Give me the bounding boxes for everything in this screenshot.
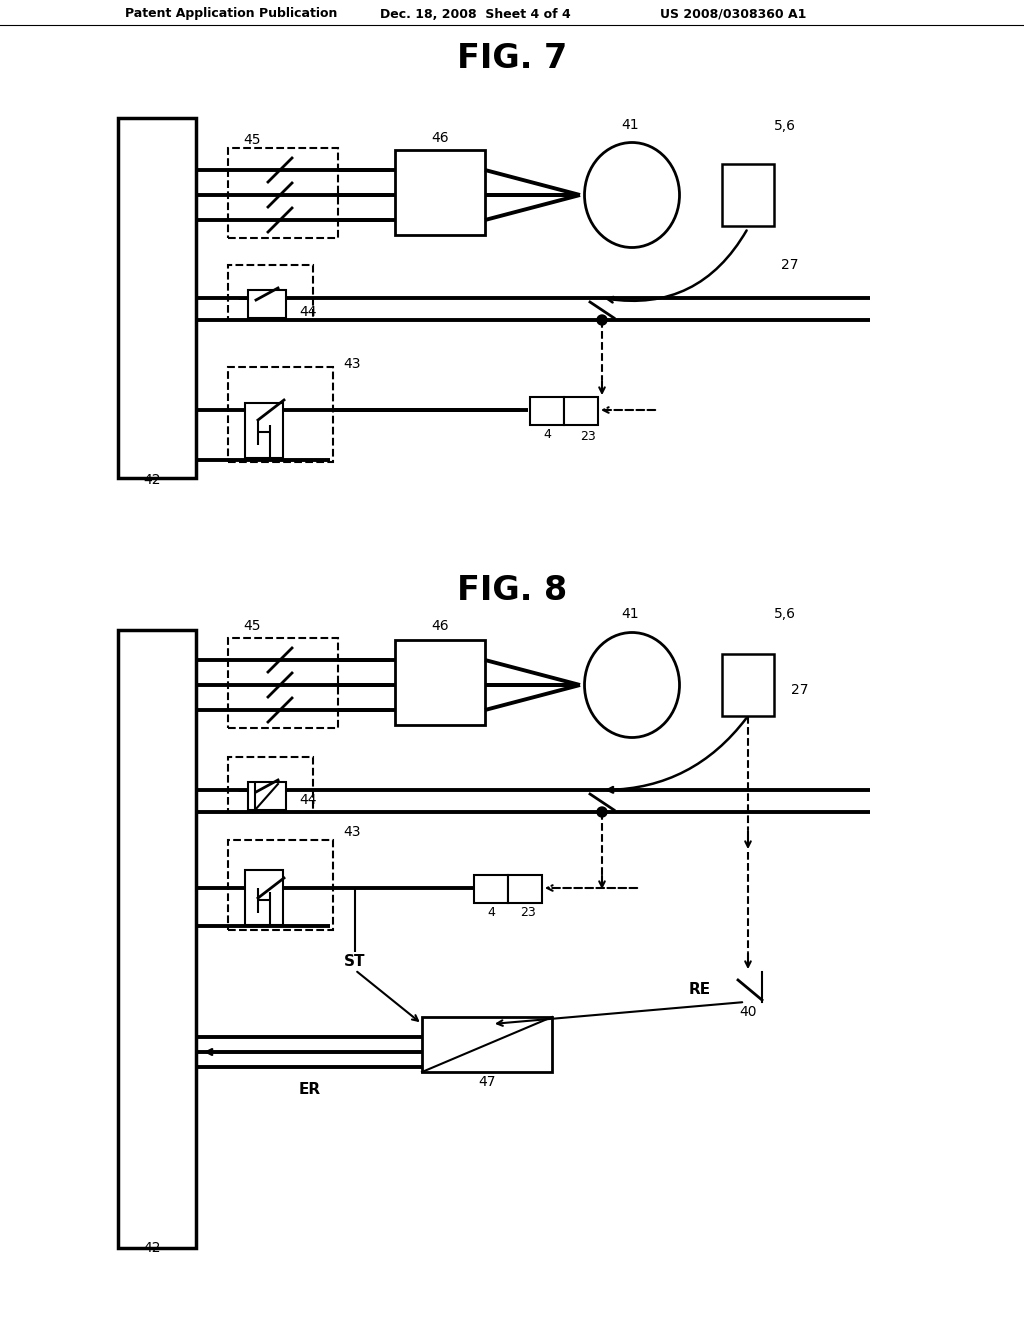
- Bar: [530, 397, 564, 425]
- Bar: [564, 397, 598, 425]
- Text: 44: 44: [299, 793, 316, 807]
- Bar: [245, 403, 283, 458]
- Text: 42: 42: [143, 1241, 161, 1255]
- Text: 41: 41: [622, 607, 639, 620]
- Bar: [228, 840, 333, 931]
- Text: ER: ER: [299, 1082, 322, 1097]
- Text: 43: 43: [343, 356, 360, 371]
- Ellipse shape: [585, 632, 680, 738]
- Bar: [245, 870, 283, 925]
- Text: 46: 46: [431, 619, 449, 634]
- Circle shape: [597, 807, 607, 817]
- Text: 27: 27: [792, 682, 809, 697]
- Text: 40: 40: [739, 1005, 757, 1019]
- Bar: [228, 148, 338, 238]
- Text: 41: 41: [622, 117, 639, 132]
- Text: FIG. 8: FIG. 8: [457, 573, 567, 606]
- Bar: [228, 756, 313, 812]
- Bar: [422, 1016, 552, 1072]
- Text: FIG. 7: FIG. 7: [457, 41, 567, 74]
- Text: ST: ST: [344, 954, 366, 969]
- Text: 5,6: 5,6: [774, 119, 796, 133]
- Bar: [118, 630, 196, 1247]
- Text: US 2008/0308360 A1: US 2008/0308360 A1: [660, 8, 806, 21]
- Circle shape: [597, 315, 607, 325]
- Bar: [228, 367, 333, 462]
- Text: 45: 45: [244, 133, 261, 147]
- Text: 45: 45: [244, 619, 261, 634]
- Bar: [228, 638, 338, 729]
- Text: 47: 47: [478, 1074, 496, 1089]
- Bar: [118, 117, 196, 478]
- Text: 44: 44: [299, 305, 316, 319]
- Bar: [722, 653, 774, 715]
- Text: 4: 4: [487, 906, 495, 919]
- Text: 23: 23: [581, 429, 596, 442]
- Bar: [508, 875, 542, 903]
- Text: RE: RE: [689, 982, 711, 998]
- Text: 23: 23: [520, 907, 536, 920]
- Text: 5,6: 5,6: [774, 607, 796, 620]
- Text: 42: 42: [143, 473, 161, 487]
- Text: 46: 46: [431, 131, 449, 145]
- Bar: [395, 150, 485, 235]
- Text: Dec. 18, 2008  Sheet 4 of 4: Dec. 18, 2008 Sheet 4 of 4: [380, 8, 570, 21]
- Ellipse shape: [585, 143, 680, 248]
- Bar: [248, 290, 286, 318]
- Text: Patent Application Publication: Patent Application Publication: [125, 8, 337, 21]
- Bar: [395, 640, 485, 725]
- Bar: [474, 875, 508, 903]
- Bar: [248, 781, 286, 810]
- Text: 4: 4: [543, 428, 551, 441]
- Bar: [722, 164, 774, 226]
- Bar: [228, 265, 313, 319]
- Text: 27: 27: [781, 257, 799, 272]
- Text: 43: 43: [343, 825, 360, 840]
